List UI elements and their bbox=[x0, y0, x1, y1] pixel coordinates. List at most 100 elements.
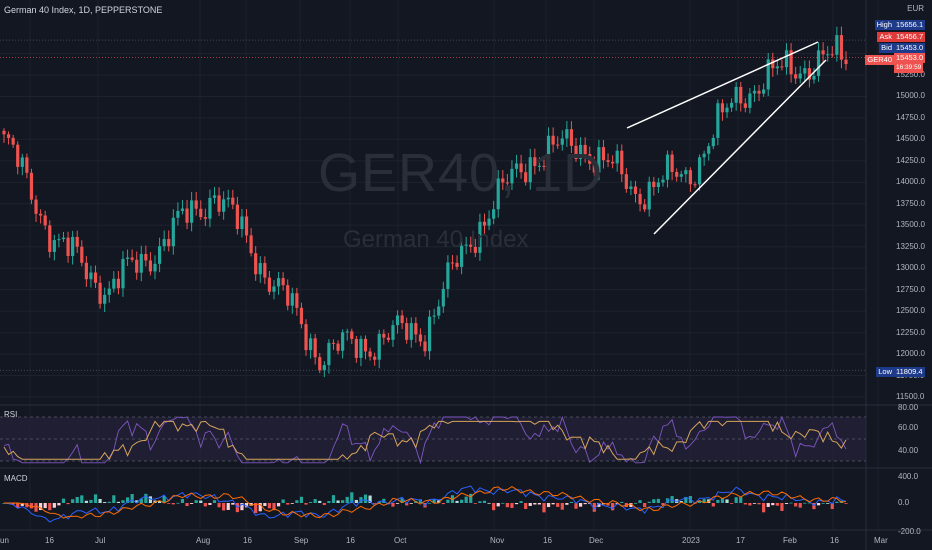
macd-histogram-bar bbox=[720, 498, 725, 503]
candle-body bbox=[20, 157, 24, 167]
high-tag-value: 15656.1 bbox=[894, 20, 926, 30]
candle-body bbox=[48, 225, 52, 252]
candle-body bbox=[597, 147, 601, 173]
candle-body bbox=[148, 260, 153, 272]
macd-label[interactable]: MACD bbox=[4, 474, 28, 483]
chart-title[interactable]: German 40 Index, 1D, PEPPERSTONE bbox=[4, 5, 163, 15]
candle-body bbox=[656, 182, 660, 188]
candle-body bbox=[272, 286, 276, 292]
candle-body bbox=[217, 195, 221, 212]
signal-line bbox=[4, 486, 847, 519]
candle-body bbox=[684, 170, 688, 175]
macd-histogram-bar bbox=[139, 498, 143, 503]
macd-histogram-bar bbox=[395, 503, 400, 504]
macd-histogram-bar bbox=[29, 503, 34, 509]
macd-histogram-bar bbox=[341, 500, 345, 503]
candle-body bbox=[839, 35, 844, 60]
macd-histogram-bar bbox=[75, 496, 79, 503]
macd-histogram-bar bbox=[20, 503, 24, 506]
candle-body bbox=[711, 137, 715, 147]
macd-histogram-bar bbox=[441, 503, 445, 505]
candle-body bbox=[103, 294, 107, 304]
macd-histogram-bar bbox=[240, 503, 244, 511]
candle-body bbox=[226, 197, 230, 200]
macd-histogram-bar bbox=[574, 503, 578, 509]
candle-body bbox=[679, 174, 683, 177]
candle-body bbox=[725, 107, 729, 113]
rsi-line bbox=[3, 415, 847, 465]
macd-histogram-bar bbox=[244, 503, 249, 508]
candle-body bbox=[537, 165, 542, 167]
macd-histogram-bar bbox=[25, 503, 29, 508]
macd-histogram-bar bbox=[405, 503, 409, 506]
candle-body bbox=[107, 288, 111, 295]
macd-histogram-bar bbox=[835, 501, 839, 503]
macd-tick-label: -200.0 bbox=[898, 527, 921, 536]
candle-body bbox=[693, 184, 697, 186]
candle-body bbox=[43, 215, 47, 226]
candle-body bbox=[180, 208, 185, 211]
candle-body bbox=[176, 210, 180, 218]
macd-histogram-bar bbox=[473, 503, 477, 504]
candle-body bbox=[578, 144, 583, 159]
macd-histogram-bar bbox=[757, 503, 761, 505]
macd-histogram-bar bbox=[830, 503, 834, 510]
macd-histogram-bar bbox=[43, 503, 47, 509]
ask-tag-label: Ask bbox=[877, 32, 894, 42]
macd-histogram-bar bbox=[647, 501, 651, 503]
macd-histogram-bar bbox=[803, 502, 807, 504]
macd-histogram-bar bbox=[331, 495, 336, 503]
macd-histogram-bar bbox=[217, 503, 221, 508]
candle-body bbox=[821, 50, 825, 55]
macd-histogram-bar bbox=[629, 503, 633, 507]
macd-histogram-bar bbox=[519, 501, 523, 503]
last-tag-value: 15453.0 bbox=[894, 53, 926, 63]
rsi-tick-label: 40.00 bbox=[898, 446, 919, 455]
macd-histogram-bar bbox=[542, 503, 546, 513]
candle-body bbox=[643, 204, 647, 210]
candle-body bbox=[386, 337, 390, 340]
time-tick-label: 2023 bbox=[682, 536, 700, 545]
candle-body bbox=[835, 35, 839, 55]
macd-histogram-bar bbox=[144, 493, 148, 503]
macd-histogram-bar bbox=[263, 503, 267, 507]
macd-histogram-bar bbox=[226, 503, 230, 510]
candle-body bbox=[418, 334, 423, 342]
macd-histogram-bar bbox=[208, 503, 212, 505]
candle-body bbox=[633, 186, 638, 194]
time-tick-label: Jul bbox=[95, 536, 106, 545]
time-tick-label: 16 bbox=[830, 536, 839, 545]
macd-histogram-bar bbox=[354, 499, 358, 503]
rsi-label[interactable]: RSI bbox=[4, 410, 18, 419]
candle-body bbox=[222, 199, 226, 212]
candle-body bbox=[844, 59, 848, 65]
macd-histogram-bar bbox=[112, 495, 116, 503]
candle-body bbox=[203, 217, 207, 219]
candle-body bbox=[601, 147, 606, 161]
time-tick-label: Sep bbox=[294, 536, 309, 545]
macd-histogram-bar bbox=[190, 503, 194, 504]
macd-histogram-bar bbox=[322, 503, 326, 506]
macd-histogram-bar bbox=[487, 502, 491, 504]
macd-histogram-bar bbox=[103, 502, 107, 503]
candle-body bbox=[542, 165, 546, 167]
candle-body bbox=[807, 68, 811, 80]
macd-histogram-bar bbox=[295, 500, 299, 503]
macd-histogram-bar bbox=[48, 503, 52, 511]
candle-body bbox=[267, 277, 272, 292]
macd-histogram-bar bbox=[377, 501, 381, 503]
candle-body bbox=[244, 216, 249, 236]
macd-histogram-bar bbox=[400, 498, 404, 503]
candle-body bbox=[313, 338, 317, 358]
candle-body bbox=[460, 245, 464, 267]
macd-histogram-bar bbox=[771, 503, 775, 506]
lower-wedge-line bbox=[653, 59, 827, 235]
candle-body bbox=[661, 179, 665, 183]
macd-histogram-bar bbox=[290, 503, 294, 504]
candle-body bbox=[2, 130, 6, 135]
time-tick-label: Dec bbox=[589, 536, 604, 545]
macd-histogram-bar bbox=[794, 503, 798, 507]
macd-histogram-bar bbox=[167, 503, 171, 504]
candle-body bbox=[473, 246, 477, 253]
